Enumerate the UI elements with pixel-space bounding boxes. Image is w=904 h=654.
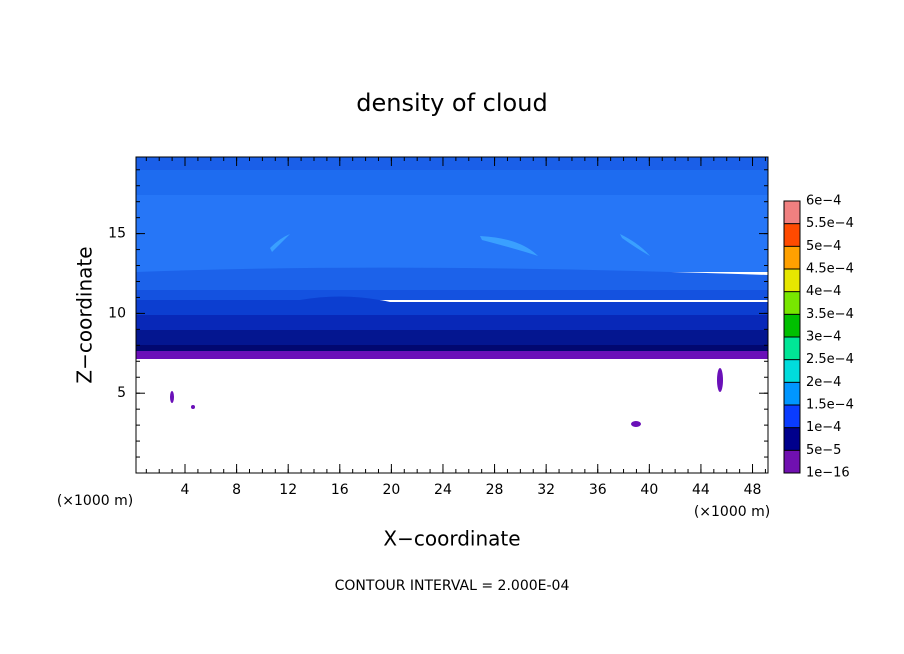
colorbar-label: 3e−4 bbox=[806, 330, 841, 345]
colorbar-label: 2e−4 bbox=[806, 375, 841, 390]
y-tick-label: 10 bbox=[108, 305, 126, 321]
x-tick-label: 40 bbox=[640, 482, 658, 498]
colorbar-label: 1e−16 bbox=[806, 466, 850, 481]
x-tick-label: 48 bbox=[744, 482, 762, 498]
colorbar-band bbox=[784, 223, 800, 247]
y-tick-label: 5 bbox=[117, 385, 126, 401]
colorbar-label: 3.5e−4 bbox=[806, 307, 854, 322]
colorbar-label: 6e−4 bbox=[806, 194, 841, 209]
colorbar-band bbox=[784, 269, 800, 292]
colorbar-band bbox=[784, 405, 800, 428]
y-axis-label: Z−coordinate bbox=[73, 246, 97, 383]
x-tick-label: 20 bbox=[382, 482, 400, 498]
colorbar-band bbox=[784, 450, 800, 473]
x-tick-label: 12 bbox=[279, 482, 297, 498]
chart-title: density of cloud bbox=[356, 89, 547, 117]
colorbar-band bbox=[784, 246, 800, 269]
x-unit: (×1000 m) bbox=[694, 504, 770, 520]
footnote: CONTOUR INTERVAL = 2.000E-04 bbox=[335, 578, 570, 594]
colorbar-label: 5e−4 bbox=[806, 239, 841, 254]
x-tick-label: 16 bbox=[331, 482, 349, 498]
colorbar-band bbox=[784, 359, 800, 383]
colorbar-band bbox=[784, 201, 800, 224]
x-tick-label: 44 bbox=[692, 482, 710, 498]
colorbar-band bbox=[784, 382, 800, 405]
x-axis-label: X−coordinate bbox=[383, 527, 520, 551]
x-tick-label: 28 bbox=[486, 482, 504, 498]
colorbar-band bbox=[784, 314, 800, 337]
colorbar-label: 1e−4 bbox=[806, 420, 841, 435]
x-tick-label: 32 bbox=[537, 482, 555, 498]
colorbar-band bbox=[784, 427, 800, 451]
y-tick-label: 15 bbox=[108, 226, 126, 242]
colorbar-band bbox=[784, 291, 800, 315]
colorbar-label: 2.5e−4 bbox=[806, 352, 854, 367]
colorbar-label: 1.5e−4 bbox=[806, 398, 854, 413]
colorbar-label: 5e−5 bbox=[806, 443, 841, 458]
colorbar-band bbox=[784, 337, 800, 360]
colorbar-label: 5.5e−4 bbox=[806, 216, 854, 231]
colorbar-label: 4e−4 bbox=[806, 284, 841, 299]
x-tick-label: 4 bbox=[181, 482, 190, 498]
x-tick-label: 8 bbox=[232, 482, 241, 498]
x-tick-label: 24 bbox=[434, 482, 452, 498]
contour-field bbox=[135, 156, 769, 474]
colorbar-label: 4.5e−4 bbox=[806, 262, 854, 277]
y-unit: (×1000 m) bbox=[57, 493, 133, 509]
x-tick-label: 36 bbox=[589, 482, 607, 498]
